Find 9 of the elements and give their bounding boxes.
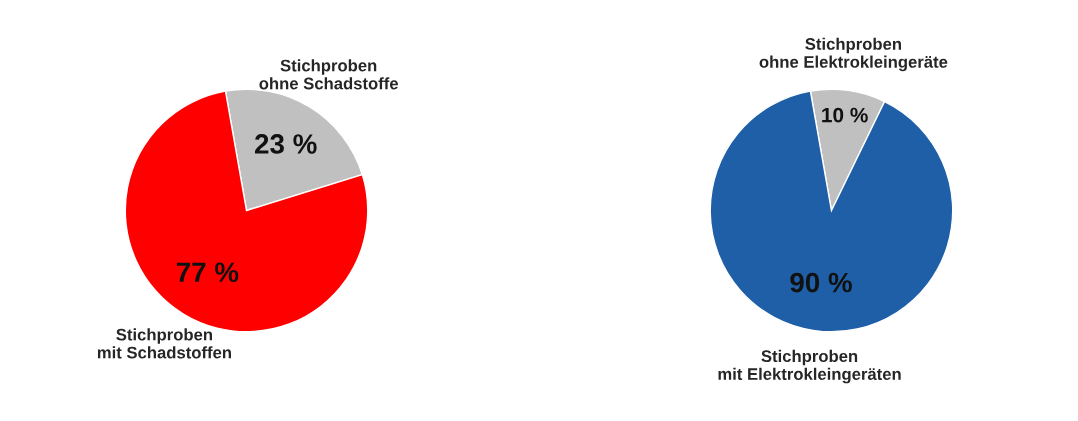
slice-label: Stichproben mit Schadstoffen — [97, 328, 231, 359]
slice-label: Stichproben ohne Elektrokleingeräte — [759, 37, 948, 72]
data-label: 23 % — [255, 134, 317, 154]
slice-label: Stichproben mit Elektrokleingeräten — [718, 349, 901, 384]
slice-label: Stichproben ohne Schadstoffe — [259, 59, 399, 90]
data-label: 10 % — [822, 107, 868, 123]
data-label: 77 % — [176, 262, 239, 283]
data-label: 90 % — [790, 272, 852, 293]
pie-slice — [709, 90, 954, 333]
